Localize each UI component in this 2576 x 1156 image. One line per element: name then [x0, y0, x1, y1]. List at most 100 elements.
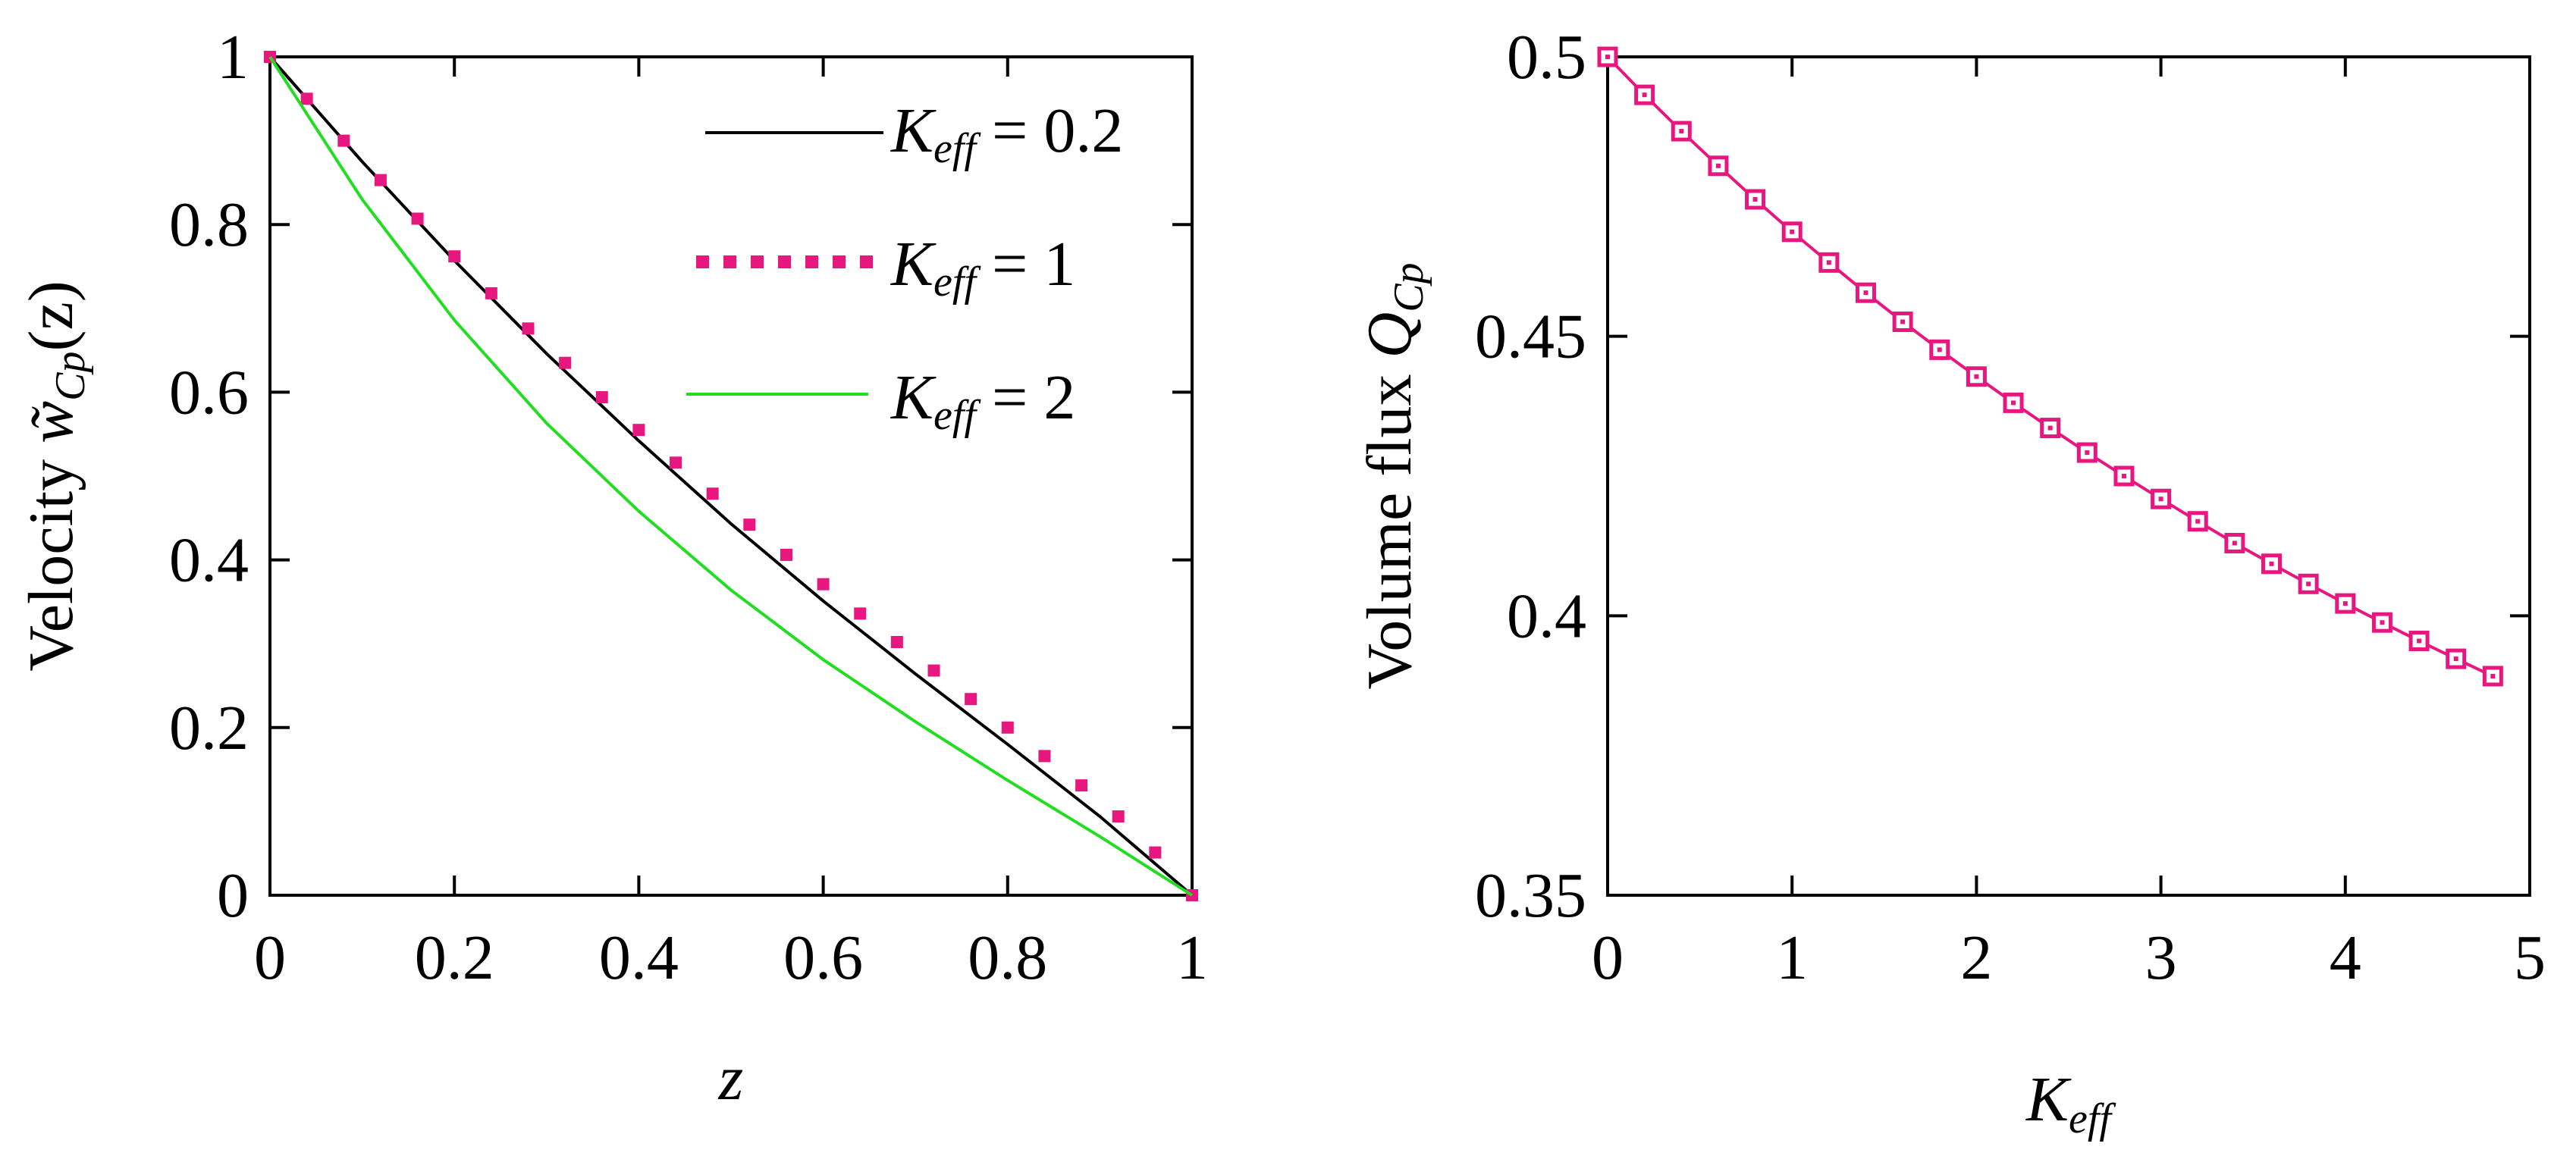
legend-dot	[833, 255, 846, 268]
left-x-axis-title: z	[718, 1043, 744, 1114]
left-y-tick-label: 0.4	[169, 525, 249, 596]
right-series-0-line	[1606, 55, 2494, 678]
right-y-axis-symbol: Q	[1354, 312, 1425, 359]
legend-dot	[723, 255, 736, 268]
left-y-tick-label: 0.8	[169, 190, 249, 260]
left-series-1-dot	[448, 250, 461, 263]
left-series-1-dot	[670, 456, 682, 469]
right-series-0-marker-center	[2269, 561, 2274, 566]
legend-symbol: K	[890, 96, 937, 166]
right-x-tick-label: 3	[2145, 923, 2177, 993]
right-x-tick-label: 1	[1776, 923, 1808, 993]
left-series-1-dot	[927, 664, 940, 677]
legend-value: = 2	[976, 362, 1075, 433]
left-series-1-dot	[374, 174, 387, 186]
left-series-1-dot	[890, 635, 903, 648]
right-series-0-marker-center	[1974, 374, 1979, 379]
legend-label-keff-1: Keff = 1	[890, 229, 1075, 305]
left-series-1-dot	[337, 134, 350, 147]
left-series-1-dot	[706, 487, 719, 500]
right-y-tick-label: 0.4	[1507, 581, 1586, 651]
right-panel: 0 1 2 3 4 5 0.35 0.4 0.45 0.5 Keff Volume flux Q…	[1354, 22, 2546, 1142]
right-series-0-marker-center	[2047, 425, 2053, 431]
right-x-axis-subscript: eff	[2069, 1095, 2116, 1142]
legend-subscript: eff	[933, 258, 981, 305]
left-x-tick-label: 0.4	[599, 923, 679, 993]
legend-dot	[696, 255, 709, 268]
left-series-1-dot	[1149, 846, 1162, 859]
left-plot-frame	[268, 55, 1194, 897]
right-series-0-marker-center	[2417, 638, 2422, 644]
left-tick-marks	[268, 55, 1194, 897]
left-series-0-line	[268, 55, 1194, 897]
right-series-0-marker-center	[2121, 474, 2126, 478]
left-y-axis-symbol: w̃	[16, 401, 86, 443]
right-x-tick-labels: 0 1 2 3 4 5	[1592, 923, 2546, 993]
right-y-tick-label: 0.35	[1475, 860, 1586, 931]
right-y-axis-prefix: Volume flux	[1354, 358, 1425, 689]
right-series-0-marker-center	[1642, 92, 1647, 98]
left-series-1-dot	[965, 693, 977, 706]
left-x-tick-label: 1	[1176, 923, 1208, 993]
right-y-tick-labels: 0.35 0.4 0.45 0.5	[1475, 22, 1586, 931]
left-series-group	[264, 51, 1198, 901]
right-series-0-marker-center	[1679, 129, 1684, 134]
left-series-1-dot	[1112, 810, 1125, 823]
left-x-tick-label: 0.2	[415, 923, 494, 993]
left-series-1-dot	[743, 518, 756, 531]
left-y-axis-suffix: (z)	[16, 280, 86, 351]
left-x-tick-labels: 0 0.2 0.4 0.6 0.8 1	[254, 923, 1208, 993]
legend-dot	[860, 255, 873, 268]
right-x-tick-label: 0	[1592, 923, 1624, 993]
right-series-0-marker-center	[1790, 229, 1795, 234]
left-series-1-dot	[632, 424, 645, 437]
left-y-axis-subscript: Cp	[47, 351, 94, 400]
left-series-1-dot	[854, 607, 867, 620]
right-series-0-marker-center	[1715, 163, 1721, 168]
right-series-0-marker-center	[2342, 601, 2348, 606]
left-series-1-dot	[817, 578, 830, 591]
right-series-0-marker-center	[2232, 540, 2237, 546]
left-x-tick-label: 0.6	[783, 923, 863, 993]
right-series-0-marker-center	[1937, 347, 1942, 352]
right-y-tick-label: 0.45	[1475, 302, 1586, 372]
legend-symbol: K	[890, 362, 937, 433]
left-series-1-dot	[411, 212, 424, 225]
left-series-1-dot	[300, 92, 313, 105]
legend-dot	[778, 255, 791, 268]
left-legend: Keff = 0.2 Keff = 1 Keff = 2	[686, 96, 1123, 439]
right-y-tick-label: 0.5	[1507, 22, 1586, 92]
right-y-axis-subscript: Cp	[1385, 262, 1432, 312]
right-series-0-marker-center	[1900, 319, 1906, 324]
right-series-0-marker-center	[2380, 620, 2385, 625]
right-series-0-marker-center	[2490, 673, 2496, 678]
right-series-0-marker-center	[1752, 197, 1758, 202]
left-series-1-dot	[485, 287, 497, 299]
left-x-tick-label: 0.8	[968, 923, 1047, 993]
right-series-0-marker-center	[2195, 518, 2201, 524]
legend-swatch-keff-1	[696, 255, 873, 268]
left-y-tick-labels: 0 0.2 0.4 0.6 0.8 1	[169, 22, 249, 931]
right-x-axis-symbol: K	[2025, 1064, 2072, 1135]
legend-value: = 1	[976, 229, 1075, 299]
legend-label-keff-0.2: Keff = 0.2	[890, 96, 1123, 172]
right-x-tick-label: 4	[2330, 923, 2361, 993]
left-series-1-dot	[559, 356, 572, 369]
right-plot-frame	[1606, 55, 2531, 897]
left-series-1-dot	[1038, 750, 1051, 763]
left-series-1-dot	[780, 548, 792, 561]
left-y-axis-prefix: Velocity	[16, 443, 86, 672]
right-series-0-marker-center	[2453, 656, 2458, 662]
right-x-tick-label: 2	[1960, 923, 1992, 993]
legend-subscript: eff	[933, 392, 981, 439]
right-x-tick-label: 5	[2514, 923, 2546, 993]
left-y-tick-label: 1	[217, 22, 249, 92]
left-y-tick-label: 0.6	[169, 357, 249, 428]
legend-symbol: K	[890, 229, 937, 299]
legend-subscript: eff	[933, 125, 981, 172]
legend-dot	[805, 255, 818, 268]
right-tick-marks	[1606, 55, 2531, 897]
right-x-axis-title: Keff	[2025, 1064, 2116, 1142]
legend-dot	[751, 255, 764, 268]
